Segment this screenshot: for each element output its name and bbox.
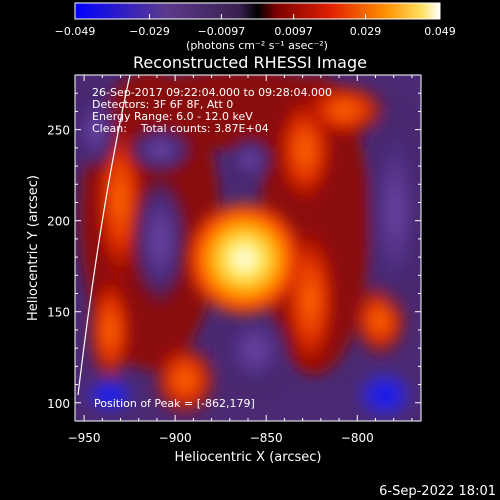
x-tick-label: −850 xyxy=(250,431,283,445)
y-tick-label: 250 xyxy=(47,124,70,138)
y-tick-label: 150 xyxy=(47,306,70,320)
x-axis: −950 −900 −850 −800 xyxy=(68,75,413,445)
peak-source-blob xyxy=(182,196,307,321)
annotation-detectors: Detectors: 3F 6F 8F, Att 0 xyxy=(92,98,233,111)
colorbar-tick-label: −0.049 xyxy=(55,25,96,38)
solar-limb-line xyxy=(77,75,131,396)
colorbar-tick-label: −0.029 xyxy=(129,25,170,38)
annotation-energy-range: Energy Range: 6.0 - 12.0 keV xyxy=(92,110,253,123)
peak-position-label: Position of Peak = [-862,179] xyxy=(94,397,255,410)
heatmap-image xyxy=(75,75,421,421)
chart-title: Reconstructed RHESSI Image xyxy=(133,53,367,72)
colorbar-tick-label: 0.049 xyxy=(424,25,456,38)
colorbar: −0.049 −0.029 −0.0097 0.0097 0.029 0.049 (pho… xyxy=(55,2,456,52)
annotation-block: 26-Sep-2017 09:22:04.000 to 09:28:04.000… xyxy=(92,86,332,135)
y-tick-label: 200 xyxy=(47,215,70,229)
colorbar-unit-label: (photons cm⁻² s⁻¹ asec⁻²) xyxy=(186,39,328,52)
x-tick-label: −800 xyxy=(341,431,374,445)
colorbar-gradient xyxy=(74,2,441,20)
y-axis-label: Heliocentric Y (arcsec) xyxy=(26,175,41,321)
colorbar-tick-label: −0.0097 xyxy=(198,25,246,38)
x-axis-label: Heliocentric X (arcsec) xyxy=(175,450,322,465)
x-tick-label: −900 xyxy=(159,431,192,445)
annotation-time-range: 26-Sep-2017 09:22:04.000 to 09:28:04.000 xyxy=(92,86,332,99)
annotation-clean-counts: Clean: Total counts: 3.87E+04 xyxy=(92,122,269,135)
colorbar-tick-label: 0.0097 xyxy=(274,25,313,38)
colorbar-tick-label: 0.029 xyxy=(350,25,382,38)
footer-date: 6-Sep-2022 18:01 xyxy=(379,484,496,499)
y-axis: 100 150 200 250 xyxy=(47,92,421,411)
x-tick-label: −950 xyxy=(68,431,101,445)
y-tick-label: 100 xyxy=(47,397,70,411)
colorbar-ticks: −0.049 −0.029 −0.0097 0.0097 0.029 0.049 xyxy=(55,14,456,38)
